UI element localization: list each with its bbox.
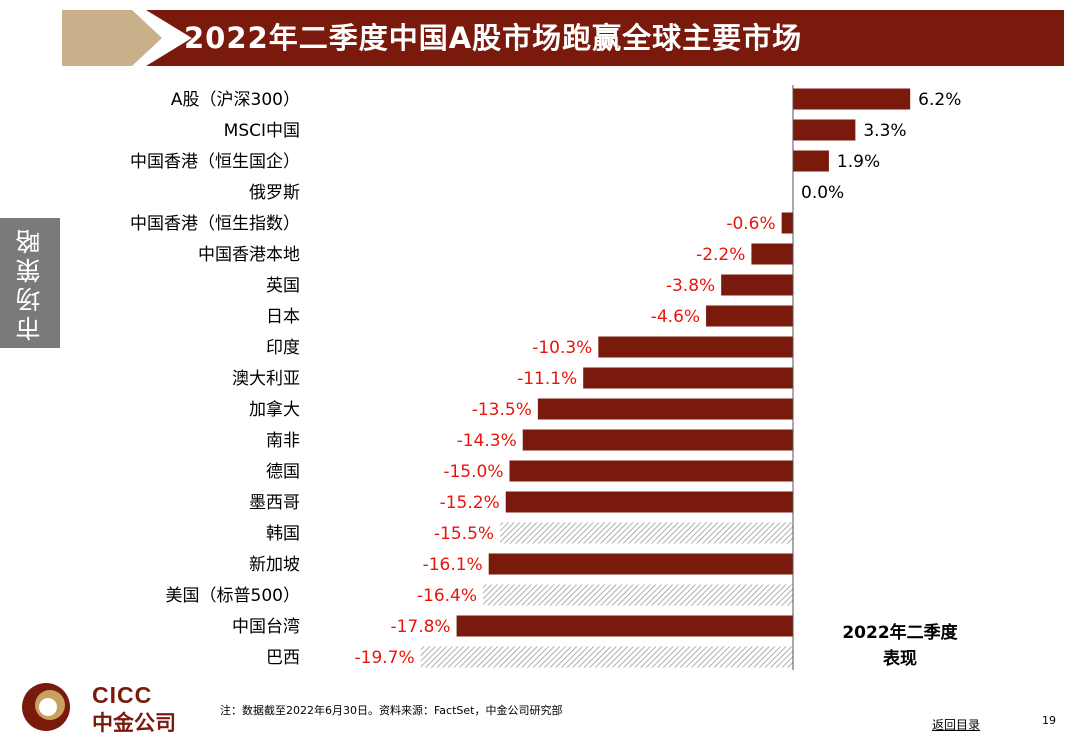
value-label: -13.5% [472, 400, 532, 420]
category-label: MSCI中国 [224, 121, 300, 141]
bar [505, 491, 793, 513]
value-label: -15.2% [440, 493, 500, 513]
category-label: 日本 [266, 307, 300, 327]
bar [706, 305, 793, 327]
bar [793, 150, 829, 172]
category-label: 中国香港本地 [198, 245, 300, 265]
category-label: 中国香港（恒生指数） [130, 214, 300, 234]
chart-caption: 2022年二季度 表现 [800, 620, 1000, 672]
value-label: -14.3% [457, 431, 517, 451]
category-label: 澳大利亚 [232, 369, 300, 389]
value-label: -15.5% [434, 524, 494, 544]
value-label: -16.1% [423, 555, 483, 575]
bar-chart: A股（沪深300） 6.2% MSCI中国 3.3% 中国香港（恒生国企） 1.9% 俄罗斯… [130, 85, 961, 670]
bar [598, 336, 793, 358]
logo-text-en: CICC [92, 682, 153, 708]
logo-text-cn: 中金公司 [92, 711, 176, 735]
page-title: 2022年二季度中国A股市场跑赢全球主要市场 [184, 21, 803, 55]
bar [509, 460, 793, 482]
category-label: 墨西哥 [249, 493, 300, 513]
cicc-logo-icon [22, 683, 70, 731]
value-label: -16.4% [417, 586, 477, 606]
chart-caption-line2: 表现 [883, 649, 917, 669]
category-label: 印度 [266, 338, 300, 358]
side-section-tab [0, 218, 60, 348]
value-label: -19.7% [355, 648, 415, 668]
bar [793, 88, 911, 110]
bar [751, 243, 793, 265]
page-number: 19 [1042, 714, 1056, 727]
bar [721, 274, 793, 296]
bar [456, 615, 793, 637]
bar [793, 119, 856, 141]
value-label: 3.3% [863, 121, 906, 141]
category-label: 南非 [266, 431, 300, 451]
source-footnote: 注：数据截至2022年6月30日。资料来源：FactSet，中金公司研究部 [220, 704, 563, 717]
category-label: 新加坡 [249, 555, 300, 575]
category-label: A股（沪深300） [171, 90, 300, 110]
bar [500, 522, 793, 544]
category-label: 美国（标普500） [166, 586, 300, 606]
value-label: 0.0% [801, 183, 844, 203]
category-label: 俄罗斯 [249, 183, 300, 203]
category-label: 英国 [266, 276, 300, 296]
title-banner [146, 10, 1064, 66]
category-label: 加拿大 [249, 399, 300, 420]
value-label: -10.3% [532, 338, 592, 358]
bar [781, 212, 793, 234]
bar [488, 553, 793, 575]
bar [483, 584, 793, 606]
value-label: -15.0% [443, 462, 503, 482]
value-label: 1.9% [837, 152, 880, 172]
bar [420, 646, 793, 668]
value-label: -2.2% [696, 245, 745, 265]
value-label: -0.6% [726, 214, 775, 234]
category-label: 中国台湾 [232, 617, 300, 637]
category-label: 巴西 [266, 648, 300, 668]
category-label: 德国 [266, 462, 300, 482]
bar [537, 398, 793, 420]
category-label: 中国香港（恒生国企） [130, 152, 300, 172]
value-label: 6.2% [918, 90, 961, 110]
value-label: -4.6% [651, 307, 700, 327]
bar [522, 429, 793, 451]
value-label: -17.8% [390, 617, 450, 637]
value-label: -3.8% [666, 276, 715, 296]
bar [583, 367, 793, 389]
category-label: 韩国 [266, 524, 300, 544]
chart-caption-line1: 2022年二季度 [842, 623, 958, 643]
title-accent-chevron [62, 10, 162, 66]
back-to-contents-link[interactable]: 返回目录 [932, 718, 981, 732]
value-label: -11.1% [517, 369, 577, 389]
